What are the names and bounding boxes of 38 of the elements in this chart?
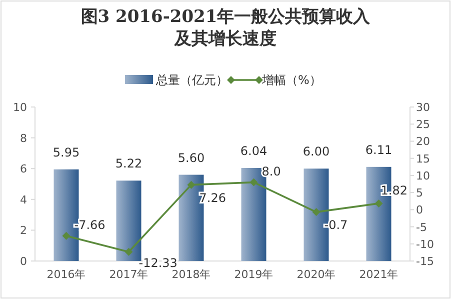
y-tick-label: 0 [20,255,27,268]
data-label: 6.00 [302,144,330,159]
x-tick-label: 2020年 [296,268,336,281]
y-tick-label: 10 [13,101,27,114]
y2-tick-label: 0 [416,204,423,217]
y2-tick-label: -10 [416,238,434,251]
y2-tick-label: 25 [416,118,430,132]
x-tick-label: 2018年 [172,268,211,281]
legend-label: 增幅（%） [261,73,322,87]
y-tick-label: 4 [20,193,27,206]
y2-tick-label: 30 [416,101,430,114]
data-label: 5.22 [115,156,142,171]
data-label: 6.11 [365,142,392,157]
legend-label: 总量（亿元） [155,73,228,87]
y2-tick-label: -5 [416,220,427,234]
point [312,208,320,216]
point [124,248,133,256]
y-tick-label: 2 [20,224,27,238]
point [62,232,70,240]
point [187,180,196,189]
point [250,178,258,186]
data-label: -12.33 [138,256,178,270]
chart-title: 图3 2016-2021年一般公共预算收入及其增长速度 [80,6,372,50]
y2-tick-label: 5 [416,186,423,200]
x-tick-label: 2017年 [109,268,148,281]
point [374,199,383,208]
x-tick-label: 2019年 [234,268,274,281]
y2-tick-label: 15 [416,152,430,166]
y-tick-label: 8 [20,132,27,145]
x-tick-label: 2021年 [359,268,398,281]
data-label: 5.95 [52,145,80,160]
y2-tick-label: 10 [416,169,430,182]
data-label: 5.60 [178,150,205,165]
y-tick-label: 6 [20,162,27,176]
y2-tick-label: -15 [416,255,434,268]
data-label: 6.04 [240,144,268,158]
x-tick-label: 2016年 [46,268,86,281]
y2-tick-label: 20 [416,135,430,148]
